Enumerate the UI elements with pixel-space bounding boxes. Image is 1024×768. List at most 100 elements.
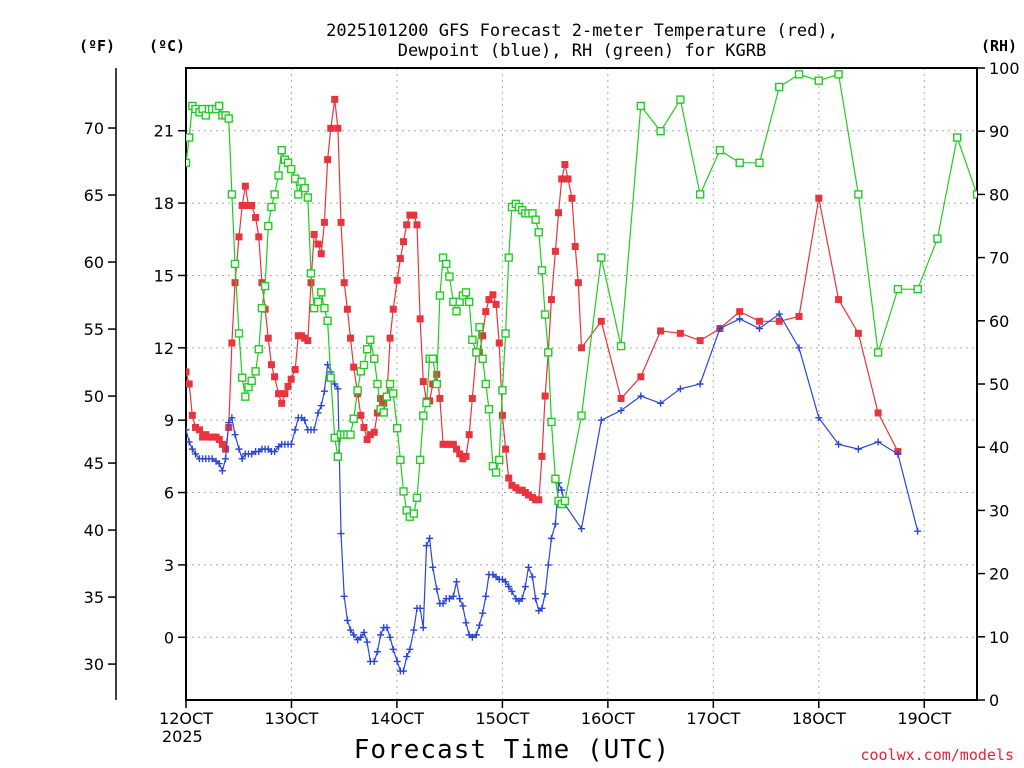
temperature-point (564, 175, 572, 183)
dewpoint-point (360, 628, 368, 636)
dewpoint-point (459, 602, 467, 610)
temperature-point (482, 308, 490, 316)
rh-point (656, 126, 665, 136)
dewpoint-point (416, 604, 424, 612)
rh-point (313, 297, 323, 307)
rh-point (547, 417, 556, 427)
rh-point (237, 373, 247, 382)
dewpoint-point (558, 486, 566, 494)
temperature-point (755, 317, 763, 325)
temperature-point (222, 445, 230, 453)
rh-point (495, 455, 504, 465)
rh-point (933, 234, 942, 243)
rh-point (264, 221, 273, 231)
fahrenheit-tick-label: 35 (84, 588, 104, 607)
dewpoint-point (400, 667, 408, 675)
temperature-point (324, 156, 332, 164)
temperature-point (340, 279, 348, 287)
dewpoint-point (340, 592, 348, 600)
temperature-point (393, 276, 401, 284)
temperature-point (400, 238, 408, 246)
temperature-point (396, 255, 404, 263)
temperature-point (456, 450, 464, 458)
dewpoint-point (894, 450, 902, 458)
x-tick-label: 17OCT (686, 709, 740, 728)
rh-point (445, 272, 454, 281)
temperature-point (343, 305, 351, 313)
rh-tick-label: 80 (989, 185, 1009, 204)
dewpoint-point (755, 325, 763, 333)
rh-point (540, 310, 550, 319)
rh-point (873, 348, 883, 357)
temperature-point (235, 233, 243, 241)
dewpoint-point (468, 633, 476, 641)
temperature-point (736, 308, 744, 316)
dewpoint-point (521, 583, 529, 591)
rh-point (597, 253, 606, 262)
rh-point (415, 455, 425, 465)
rh-point (385, 379, 395, 389)
rh-point (300, 183, 309, 193)
x-tick-label: 15OCT (475, 709, 529, 728)
fahrenheit-tick-label: 55 (84, 320, 104, 339)
rh-tick-label: 40 (989, 438, 1009, 457)
rh-point (464, 297, 474, 307)
dewpoint-point (218, 467, 226, 475)
temperature-point (231, 279, 239, 287)
temperature-point (568, 194, 576, 202)
rh-tick-label: 50 (989, 375, 1009, 394)
dewpoint-point (291, 426, 299, 434)
fahrenheit-unit-label: (ºF) (79, 37, 115, 55)
x-tick-label: 13OCT (265, 709, 319, 728)
celsius-tick-label: 18 (154, 194, 174, 213)
temperature-point (637, 373, 645, 381)
celsius-tick-label: 21 (154, 122, 174, 141)
dewpoint-point (528, 573, 536, 581)
rh-point (326, 373, 335, 382)
dewpoint-point (502, 578, 510, 586)
temperature-point (291, 366, 299, 374)
rh-point (353, 386, 362, 395)
dewpoint-point (479, 609, 487, 617)
temperature-point (307, 279, 315, 287)
temperature-point (317, 250, 325, 258)
dewpoint-point (538, 604, 546, 612)
temperature-point (410, 211, 418, 219)
dewpoint-point (518, 595, 526, 603)
temperature-point (445, 440, 453, 448)
dewpoint-point (775, 310, 783, 318)
temperature-point (284, 382, 292, 390)
axes: 12OCT 13OCT 14OCT 15OCT 16OCT 17OCT 18OCT 19OCT… (84, 59, 1020, 728)
rh-point (399, 487, 408, 496)
rh-tick-label: 10 (989, 628, 1009, 647)
temperature-point (505, 474, 513, 482)
dewpoint-point (334, 385, 342, 393)
dewpoint-point (231, 431, 239, 439)
rh-point (775, 82, 784, 92)
dewpoint-point (191, 450, 199, 458)
dewpoint-point (208, 455, 216, 463)
rh-point (186, 158, 191, 168)
dewpoint-point (815, 414, 823, 422)
temperature-point (389, 305, 397, 313)
temperature-point (287, 375, 295, 383)
dewpoint-point (617, 407, 625, 415)
credit-link[interactable]: coolwx.com/models (860, 746, 1014, 764)
celsius-tick-label: 15 (154, 266, 174, 285)
temperature-point (386, 334, 394, 342)
dewpoint-point (347, 626, 355, 634)
rh-point (501, 329, 510, 338)
fahrenheit-tick-label: 60 (84, 253, 104, 272)
rh-point (287, 164, 296, 174)
temperature-point (547, 296, 555, 304)
temperature-point (495, 339, 503, 347)
dewpoint-point (222, 455, 230, 463)
rh-tick-label: 70 (989, 249, 1009, 268)
dewpoint-point (472, 631, 480, 639)
dewpoint-point (370, 657, 378, 665)
temperature-point (657, 327, 665, 335)
dewpoint-point (637, 392, 645, 400)
rh-point (636, 101, 646, 111)
dewpoint-point (462, 619, 470, 627)
temperature-point (314, 240, 322, 248)
